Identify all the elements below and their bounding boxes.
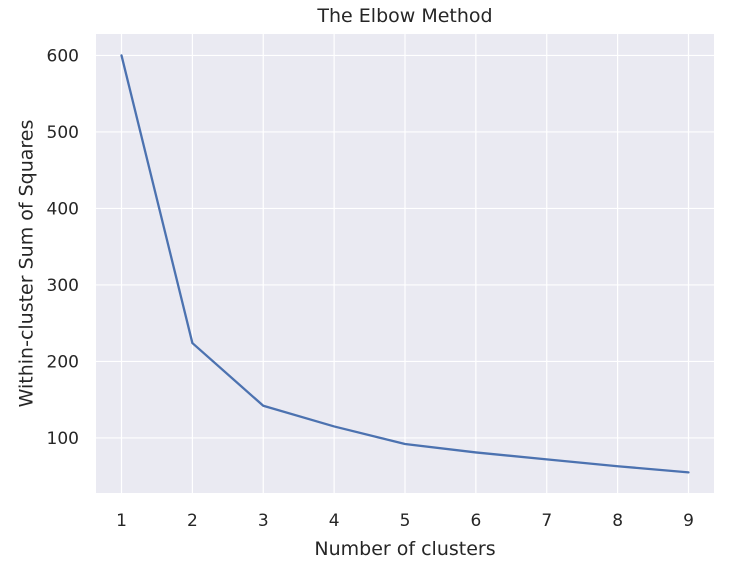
- y-tick-label: 500: [47, 123, 79, 143]
- x-tick-label: 2: [187, 511, 198, 531]
- y-tick-label: 200: [47, 352, 79, 372]
- y-axis-label: Within-cluster Sum of Squares: [16, 120, 38, 408]
- series-layer: [120, 54, 690, 474]
- x-tick-label: 9: [683, 511, 694, 531]
- x-tick-label: 4: [329, 511, 340, 531]
- x-tick-label: 6: [470, 511, 481, 531]
- y-tick-label: 600: [47, 46, 79, 66]
- y-tick-label: 300: [47, 276, 79, 296]
- x-tick-labels: 1 2 3 4 5 6 7 8 9: [116, 511, 694, 531]
- y-tick-label: 400: [47, 199, 79, 219]
- grid-lines: [96, 34, 714, 493]
- y-tick-label: 100: [47, 429, 79, 449]
- x-tick-label: 1: [116, 511, 127, 531]
- series-line: [120, 54, 690, 474]
- x-tick-label: 8: [612, 511, 623, 531]
- x-tick-label: 7: [541, 511, 552, 531]
- chart-title: The Elbow Method: [316, 5, 492, 27]
- x-axis-label: Number of clusters: [314, 538, 495, 560]
- x-tick-label: 5: [400, 511, 411, 531]
- y-tick-labels: 100 200 300 400 500 600: [47, 46, 79, 449]
- x-tick-label: 3: [258, 511, 269, 531]
